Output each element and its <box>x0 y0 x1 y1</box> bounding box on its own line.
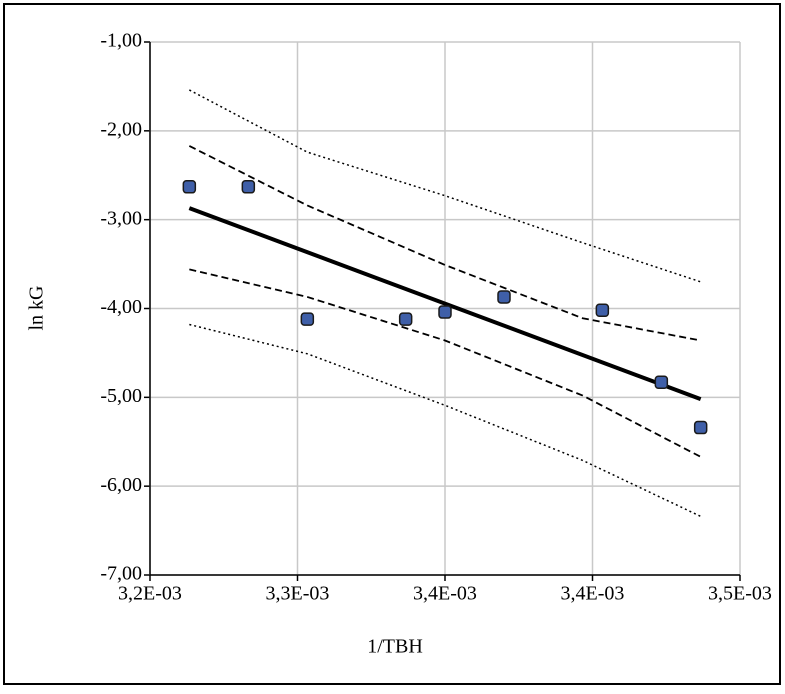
x-axis-title: 1/TBH <box>367 636 423 658</box>
point <box>241 180 256 194</box>
frame <box>3 3 781 685</box>
x-tick-label: 3,2E-03 <box>118 583 182 605</box>
point <box>438 305 452 319</box>
point <box>595 303 610 318</box>
y-axis-title: ln kG <box>26 286 48 331</box>
x-tick-label: 3,4E-03 <box>413 583 477 605</box>
y-tick-label: -3,00 <box>100 207 142 229</box>
y-tick-label: -5,00 <box>100 385 142 407</box>
y-tick-label: -4,00 <box>100 296 142 318</box>
line <box>188 206 702 401</box>
point <box>497 290 511 304</box>
y-tick-label: -6,00 <box>100 474 142 496</box>
point <box>398 312 413 326</box>
point <box>182 180 197 194</box>
line <box>188 145 701 342</box>
x-tick-label: 3,3E-03 <box>266 583 330 605</box>
y-tick-label: -1,00 <box>100 30 142 52</box>
x-tick-label: 3,5E-03 <box>708 583 772 605</box>
line <box>189 323 701 518</box>
y-tick-label: -7,00 <box>100 563 142 585</box>
point <box>693 420 708 435</box>
line <box>189 268 702 458</box>
x-tick-label: 3,4E-03 <box>561 583 625 605</box>
y-tick-label: -2,00 <box>100 118 142 140</box>
point <box>654 375 669 389</box>
point <box>300 312 315 326</box>
